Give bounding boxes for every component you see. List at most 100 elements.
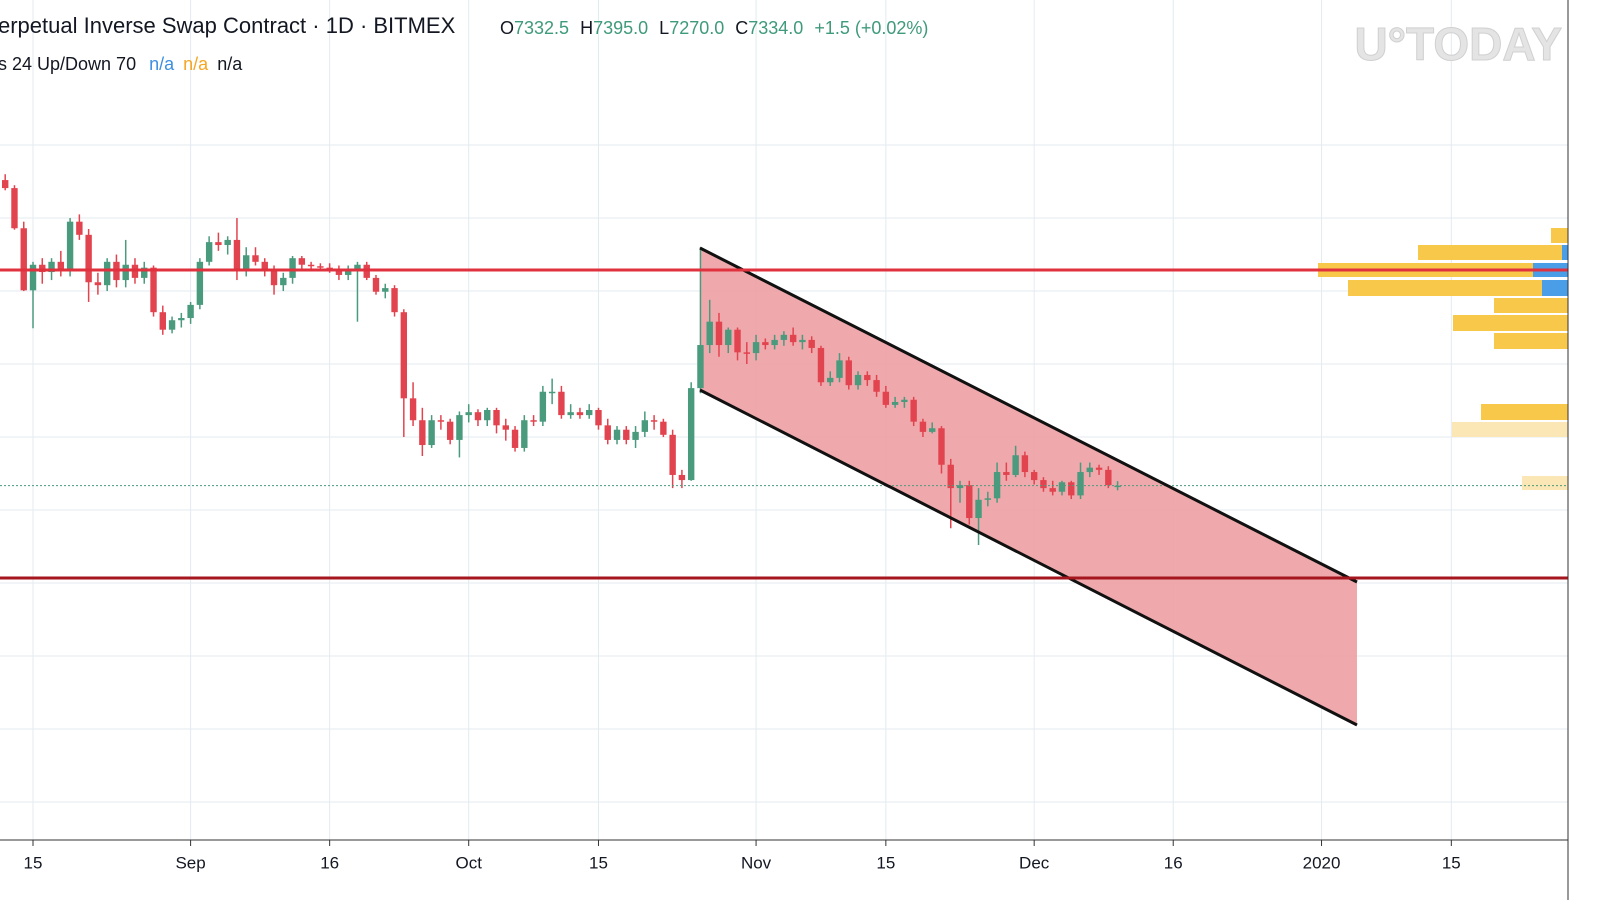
x-tick-label: Sep: [175, 853, 205, 872]
vp-bar: [1522, 476, 1568, 490]
candle-body: [910, 399, 917, 422]
candle-body: [428, 420, 435, 446]
x-tick-label: 15: [1442, 853, 1461, 872]
candle-body: [586, 410, 593, 416]
candle-body: [947, 464, 954, 489]
x-tick-label: 15: [589, 853, 608, 872]
vp-bar: [1348, 280, 1568, 296]
vp-bar: [1494, 333, 1568, 349]
ohlc-header: O7332.5 H7395.0 L7270.0 C7334.0 +1.5 (+0…: [500, 18, 928, 38]
vp-bar: [1562, 245, 1568, 260]
candle-body: [956, 485, 964, 489]
candle-body: [567, 412, 574, 416]
candle-body: [715, 321, 723, 346]
candle-body: [623, 429, 630, 440]
candle-body: [595, 410, 602, 426]
candle-body: [141, 267, 148, 278]
candle-body: [854, 374, 862, 386]
candle-body: [85, 234, 92, 283]
candle-body: [372, 277, 380, 292]
candle-body: [196, 261, 204, 305]
channel-line: [699, 388, 1358, 727]
indicator-name: s 24 Up/Down 70: [0, 54, 136, 74]
indicator-value: n/a: [217, 54, 243, 74]
x-tick-label: Oct: [455, 853, 482, 872]
candle-body: [836, 360, 843, 378]
candle-body: [94, 282, 102, 286]
candle-body: [20, 228, 27, 291]
candle-body: [901, 399, 908, 402]
candle-body: [215, 242, 222, 246]
vp-bar: [1453, 315, 1568, 331]
candle-body: [632, 431, 639, 440]
candle-body: [576, 412, 584, 416]
channel-line: [699, 246, 1358, 584]
candle-body: [975, 499, 982, 519]
candle-body: [187, 304, 194, 319]
candle-body: [446, 421, 454, 440]
candle-body: [604, 425, 611, 440]
vp-bar: [1481, 404, 1568, 420]
candle-body: [317, 266, 324, 268]
candle-body: [48, 261, 55, 273]
candle-body: [419, 420, 426, 446]
candle-body: [1105, 469, 1112, 486]
candle-body: [1068, 482, 1075, 496]
candle-body: [103, 261, 111, 286]
candle-body: [280, 277, 287, 286]
candle-body: [1077, 472, 1084, 496]
candle-body: [2, 180, 9, 189]
candle-body: [966, 485, 973, 519]
candle-body: [474, 412, 482, 421]
candle-body: [558, 391, 565, 416]
ohlc-label: L: [659, 18, 669, 38]
candle-body: [845, 360, 852, 386]
candle-body: [789, 334, 797, 343]
candle-body: [465, 412, 472, 416]
candle-body: [706, 321, 713, 346]
candle-body: [1095, 467, 1103, 470]
candle-body: [122, 264, 129, 281]
candle-body: [743, 352, 750, 354]
candle-body: [29, 264, 37, 291]
candle-body: [409, 398, 417, 421]
candle-body: [233, 239, 241, 270]
candle-body: [1003, 472, 1010, 475]
candle-body: [205, 242, 213, 262]
candle-body: [548, 391, 556, 394]
candle-body: [725, 329, 732, 346]
candle-body: [252, 255, 259, 262]
candle-body: [224, 239, 231, 246]
ohlc-value: 7332.5: [514, 18, 569, 38]
candles: [0, 174, 1568, 546]
candle-body: [11, 188, 18, 229]
indicator-value: n/a: [149, 54, 175, 74]
ohlc-change: +1.5 (+0.02%): [814, 18, 928, 38]
x-tick-label: 15: [876, 853, 895, 872]
candle-body: [261, 261, 268, 270]
ohlc-value: 7334.0: [748, 18, 803, 38]
candle-body: [168, 320, 176, 330]
candle-body: [511, 429, 519, 448]
candle-body: [1030, 472, 1038, 481]
candle-body: [678, 474, 686, 481]
x-tick-label: Dec: [1019, 853, 1050, 872]
candle-body: [1086, 467, 1093, 473]
candle-body: [344, 269, 352, 275]
x-tick-label: Nov: [741, 853, 772, 872]
candle-body: [1021, 455, 1029, 473]
candle-body: [493, 410, 500, 426]
candle-body: [382, 288, 389, 292]
ohlc-value: 7270.0: [669, 18, 724, 38]
candle-body: [530, 420, 537, 422]
volume-profile: [1318, 228, 1568, 490]
candle-body: [57, 261, 65, 270]
candle-body: [929, 428, 936, 432]
candle-body: [1012, 455, 1019, 475]
candle-body: [1040, 480, 1047, 489]
candle-body: [159, 312, 166, 330]
watermark: U°TODAY: [1354, 18, 1562, 70]
candle-body: [641, 420, 649, 432]
